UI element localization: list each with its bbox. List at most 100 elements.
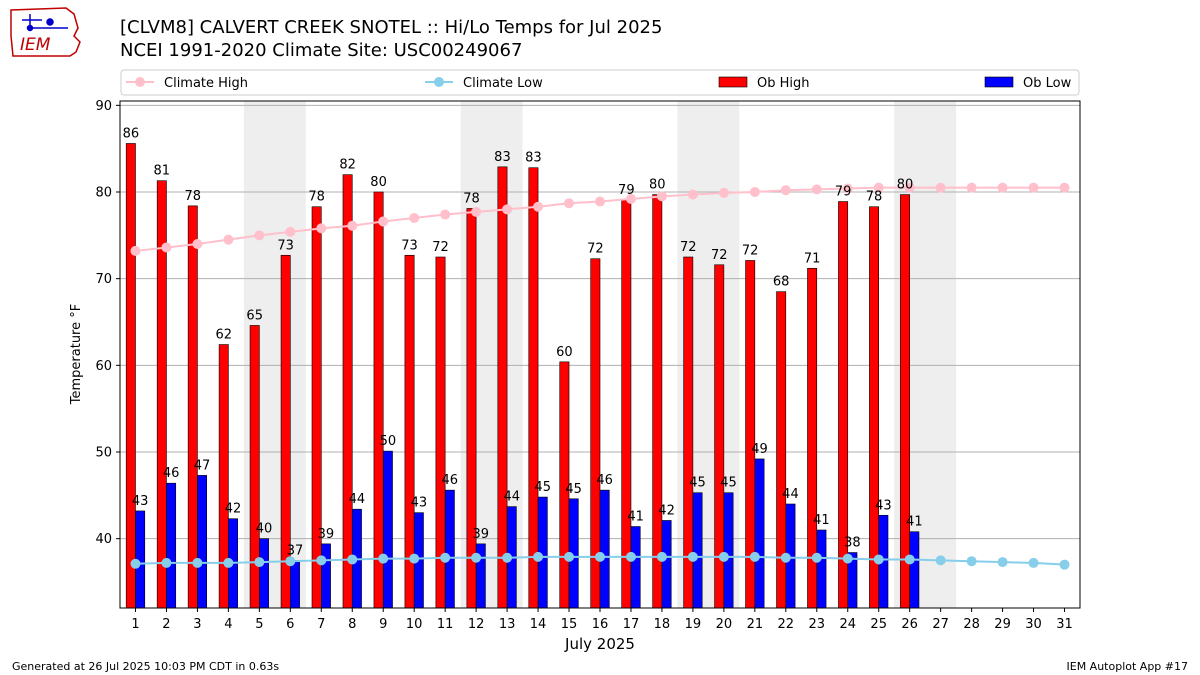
climate-high-point-24 bbox=[842, 183, 853, 194]
ob-high-data-label: 68 bbox=[773, 275, 790, 290]
climate-low-point-16 bbox=[595, 551, 605, 562]
legend-climate-high-label: Climate High bbox=[164, 76, 248, 91]
ob-high-data-label: 72 bbox=[680, 240, 697, 255]
ob-low-bar-26 bbox=[909, 531, 920, 609]
climate-high-point-8 bbox=[347, 220, 358, 231]
ob-high-bar-1 bbox=[125, 143, 136, 609]
climate-low-point-9 bbox=[378, 553, 389, 564]
ob-low-data-label: 40 bbox=[256, 522, 273, 537]
x-tick-label: 20 bbox=[716, 617, 733, 632]
ob-high-data-label: 80 bbox=[370, 175, 387, 190]
ob-high-bar-17 bbox=[621, 199, 632, 609]
legend-climate-low-marker bbox=[434, 77, 444, 87]
climate-high-point-20 bbox=[718, 187, 729, 198]
climate-low-point-20 bbox=[718, 551, 729, 562]
ob-low-data-label: 41 bbox=[813, 513, 830, 528]
climate-low-point-10 bbox=[409, 553, 420, 564]
logo-text: IEM bbox=[20, 35, 51, 55]
ob-low-data-label: 42 bbox=[225, 502, 242, 517]
ob-low-bar-17 bbox=[630, 526, 641, 609]
ob-high-data-label: 60 bbox=[556, 345, 573, 360]
ob-high-data-label: 73 bbox=[277, 238, 294, 253]
climate-high-point-18 bbox=[656, 191, 667, 202]
ob-low-data-label: 49 bbox=[751, 442, 768, 457]
ob-high-data-label: 82 bbox=[339, 158, 356, 173]
climate-low-point-23 bbox=[811, 552, 822, 563]
ob-low-bar-23 bbox=[816, 529, 827, 609]
ob-low-bar-3 bbox=[197, 475, 208, 609]
ob-low-data-label: 45 bbox=[565, 482, 582, 497]
x-tick-label: 11 bbox=[437, 617, 454, 632]
ob-low-data-label: 41 bbox=[906, 515, 923, 530]
climate-low-point-7 bbox=[316, 555, 327, 566]
climate-low-point-14 bbox=[533, 551, 544, 562]
x-tick-label: 6 bbox=[286, 617, 294, 632]
ob-high-bar-4 bbox=[218, 344, 229, 609]
ob-low-bar-18 bbox=[661, 520, 672, 609]
climate-low-point-18 bbox=[656, 551, 667, 562]
x-tick-label: 13 bbox=[499, 617, 516, 632]
data-labels: 86 81 78 62 65 73 78 82 80 73 72 78 83 83 60 72 79 80 72 72… bbox=[123, 126, 923, 558]
climate-low-point-31 bbox=[1059, 559, 1070, 570]
ob-high-data-label: 62 bbox=[215, 328, 232, 343]
ob-high-data-label: 78 bbox=[866, 190, 883, 205]
climate-high-point-15 bbox=[564, 198, 575, 209]
climate-high-point-5 bbox=[254, 230, 265, 241]
climate-high-point-19 bbox=[687, 189, 698, 200]
ob-high-data-label: 83 bbox=[525, 151, 542, 166]
climate-high-point-1 bbox=[130, 245, 141, 256]
climate-low-point-11 bbox=[440, 552, 451, 563]
x-tick-label: 4 bbox=[224, 617, 232, 632]
ob-low-data-label: 47 bbox=[194, 458, 211, 473]
x-tick-label: 7 bbox=[317, 617, 325, 632]
x-tick-label: 12 bbox=[468, 617, 485, 632]
climate-low-point-22 bbox=[780, 552, 791, 563]
climate-high-point-21 bbox=[749, 187, 760, 197]
x-tick-label: 21 bbox=[747, 617, 764, 632]
ob-low-bar-7 bbox=[320, 543, 331, 609]
climate-low-point-13 bbox=[502, 552, 513, 563]
ob-high-data-label: 81 bbox=[154, 164, 171, 179]
legend-ob-low-label: Ob Low bbox=[1023, 76, 1072, 91]
ob-high-data-label: 80 bbox=[897, 178, 914, 193]
ob-low-data-label: 46 bbox=[442, 473, 459, 488]
ob-high-data-label: 73 bbox=[401, 238, 418, 253]
legend-ob-high-label: Ob High bbox=[757, 76, 810, 91]
x-tick-label: 28 bbox=[963, 617, 980, 632]
climate-low-point-2 bbox=[161, 557, 172, 568]
ob-low-bar-19 bbox=[692, 492, 703, 609]
ob-high-data-label: 86 bbox=[123, 126, 140, 141]
climate-high-point-17 bbox=[625, 193, 636, 204]
ob-low-bar-6 bbox=[290, 560, 300, 609]
x-tick-label: 1 bbox=[131, 617, 139, 632]
ob-low-data-label: 44 bbox=[782, 487, 799, 502]
climate-low-point-8 bbox=[347, 554, 358, 565]
ob-high-data-label: 80 bbox=[649, 178, 666, 193]
climate-high-point-12 bbox=[471, 206, 482, 217]
ob-low-data-label: 46 bbox=[163, 466, 180, 481]
climate-low-point-26 bbox=[904, 554, 915, 565]
x-tick-label: 25 bbox=[870, 617, 887, 632]
y-tick-label: 80 bbox=[95, 186, 112, 201]
x-tick-label: 22 bbox=[778, 617, 795, 632]
ob-high-data-label: 78 bbox=[185, 189, 202, 204]
climate-high-point-28 bbox=[966, 182, 977, 193]
ob-high-data-label: 72 bbox=[711, 248, 728, 263]
x-tick-label: 15 bbox=[561, 617, 578, 632]
climate-low-point-3 bbox=[192, 557, 203, 568]
x-tick-label: 5 bbox=[255, 617, 263, 632]
ob-high-data-label: 83 bbox=[494, 150, 511, 165]
ob-high-bar-12 bbox=[466, 208, 477, 609]
climate-lines bbox=[130, 182, 1070, 570]
ob-low-data-label: 45 bbox=[720, 476, 737, 491]
legend-climate-low-label: Climate Low bbox=[463, 76, 543, 91]
climate-high-point-7 bbox=[316, 223, 327, 234]
climate-high-point-16 bbox=[595, 196, 605, 207]
ob-high-data-label: 65 bbox=[246, 308, 263, 323]
ob-low-bar-9 bbox=[382, 450, 393, 609]
climate-high-point-29 bbox=[997, 182, 1008, 193]
footer-app-text: IEM Autoplot App #17 bbox=[1066, 660, 1189, 673]
climate-low-point-4 bbox=[223, 557, 234, 568]
x-tick-label: 2 bbox=[162, 617, 170, 632]
